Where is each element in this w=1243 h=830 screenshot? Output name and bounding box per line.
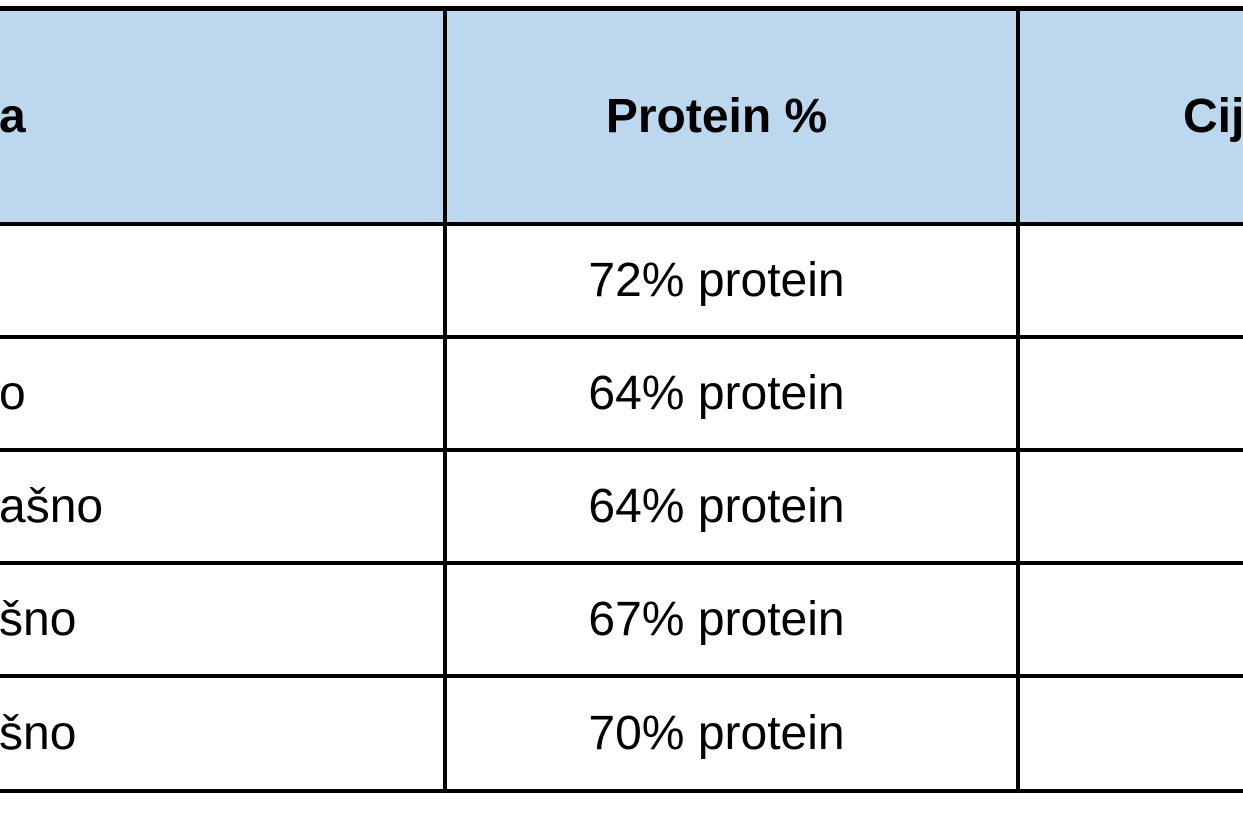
cell-price-row-3 — [1020, 452, 1243, 561]
table-crop: a Protein % Cij 72% protein o 64% protei… — [0, 6, 1243, 793]
cell-name-row-1 — [0, 226, 443, 335]
column-header-protein: Protein % — [447, 11, 1016, 222]
cell-protein-row-3: 64% protein — [447, 452, 1016, 561]
cell-protein-row-5: 70% protein — [447, 678, 1016, 789]
protein-table: a Protein % Cij 72% protein o 64% protei… — [0, 6, 1243, 793]
cell-name-row-5: šno — [0, 678, 443, 789]
cell-name-row-3: ašno — [0, 452, 443, 561]
cell-name-row-2: o — [0, 339, 443, 448]
cell-name-row-4: šno — [0, 565, 443, 674]
cell-protein-row-4: 67% protein — [447, 565, 1016, 674]
cell-protein-row-1: 72% protein — [447, 226, 1016, 335]
column-header-name: a — [0, 11, 443, 222]
cell-price-row-4 — [1020, 565, 1243, 674]
cell-price-row-2 — [1020, 339, 1243, 448]
column-header-price: Cij — [1020, 11, 1243, 222]
cell-price-row-1 — [1020, 226, 1243, 335]
cell-protein-row-2: 64% protein — [447, 339, 1016, 448]
cell-price-row-5 — [1020, 678, 1243, 789]
